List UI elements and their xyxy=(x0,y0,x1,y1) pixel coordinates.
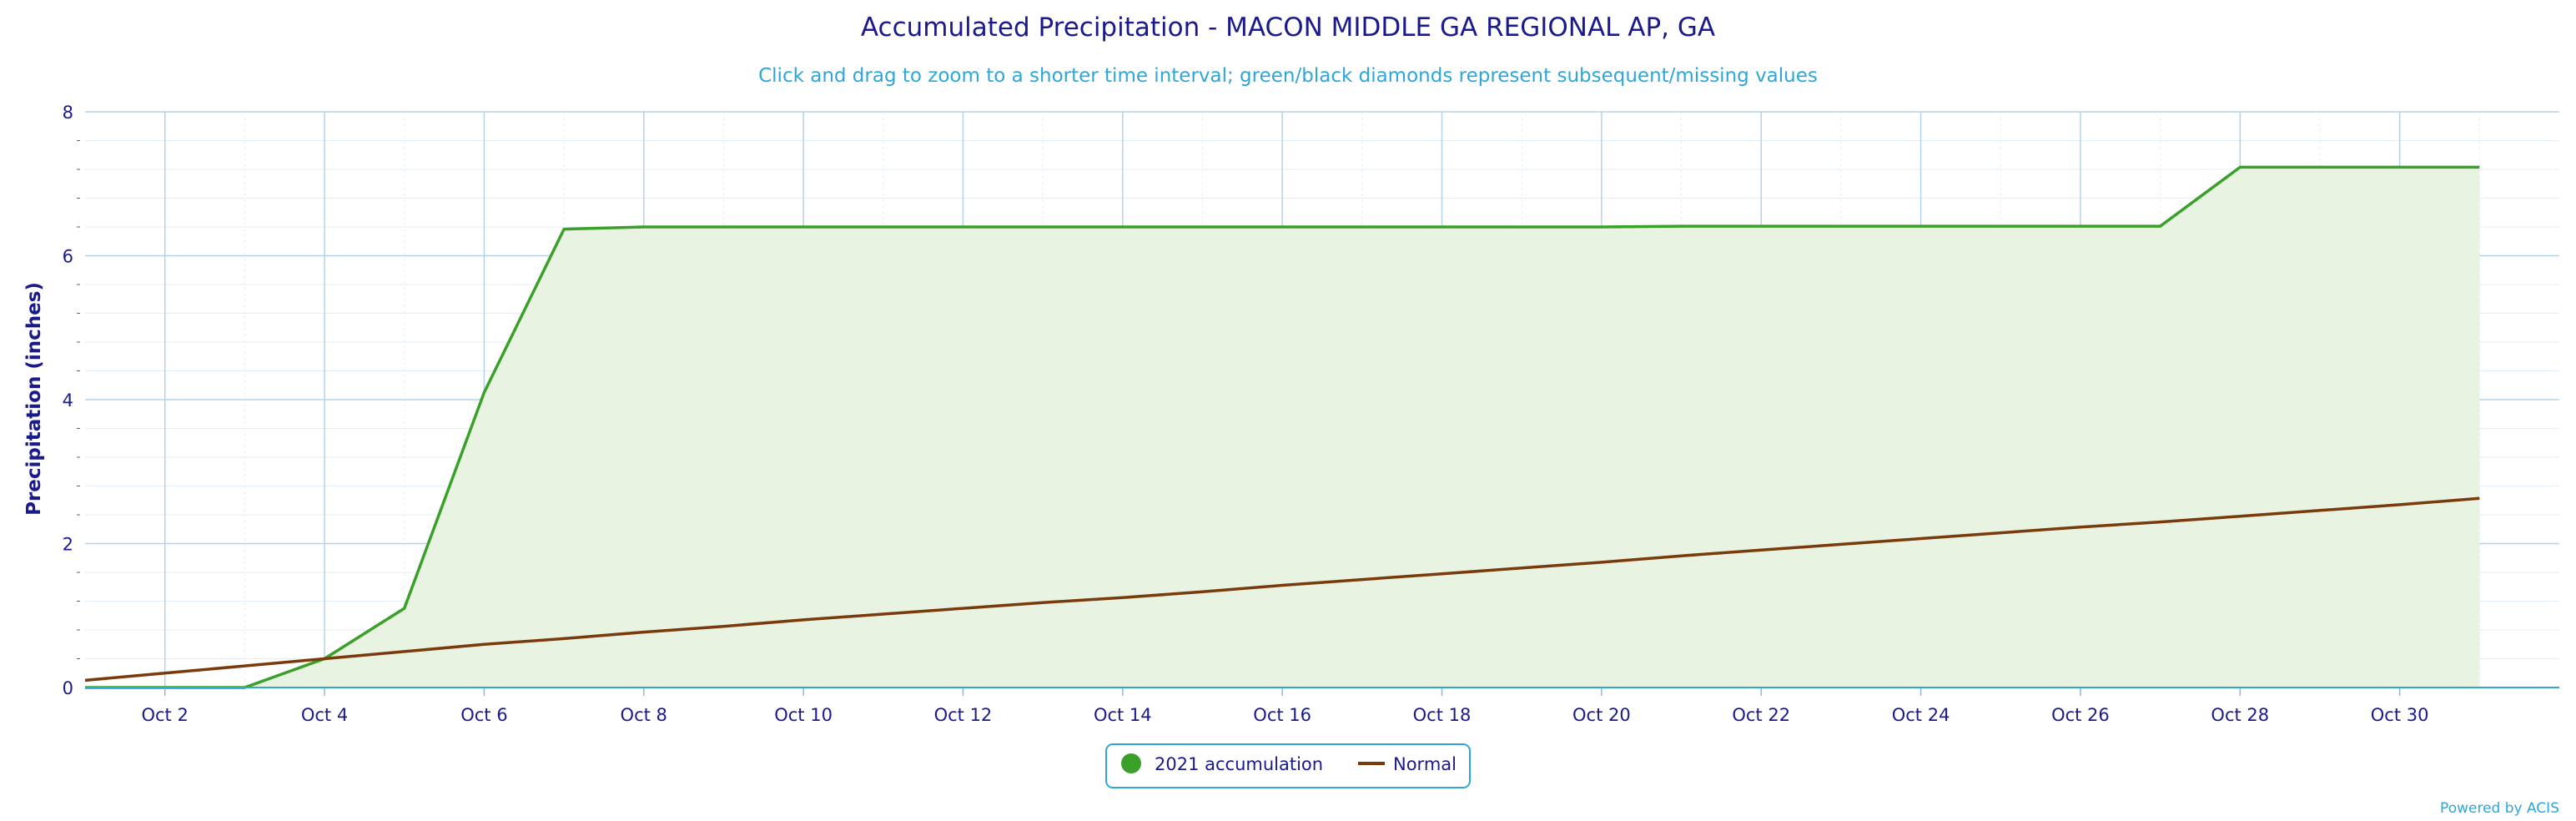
legend-item-accumulation[interactable]: 2021 accumulation xyxy=(1121,753,1323,774)
y-tick-label: 2 xyxy=(63,535,73,555)
legend-item-normal[interactable]: Normal xyxy=(1358,754,1457,774)
x-tick-label: Oct 24 xyxy=(1892,705,1950,725)
y-tick-label: 4 xyxy=(63,390,73,410)
x-tick-label: Oct 8 xyxy=(621,705,667,725)
chart-title: Accumulated Precipitation - MACON MIDDLE… xyxy=(861,13,1715,43)
x-tick-label: Oct 2 xyxy=(141,705,188,725)
x-tick-label: Oct 12 xyxy=(934,705,993,725)
y-axis-label: Precipitation (inches) xyxy=(23,282,45,516)
legend-normal-label: Normal xyxy=(1393,754,1457,774)
y-tick-label: 0 xyxy=(63,678,73,698)
x-tick-label: Oct 10 xyxy=(774,705,833,725)
x-tick-label: Oct 20 xyxy=(1572,705,1631,725)
axis-layer: 0 2 4 6 8 Oct 2 Oct 4 Oct 6 Oct 8 Oct 10 Oct 12 Oct… xyxy=(63,103,2559,725)
legend-accumulation-marker xyxy=(1121,753,1141,773)
x-tick-label: Oct 6 xyxy=(460,705,507,725)
x-tick-label: Oct 26 xyxy=(2051,705,2110,725)
x-tick-label: Oct 14 xyxy=(1094,705,1152,725)
x-tick-label: Oct 18 xyxy=(1413,705,1472,725)
series-line-accumulation[interactable] xyxy=(85,165,2480,689)
credit-link[interactable]: Powered by ACIS xyxy=(2440,800,2559,817)
legend-box xyxy=(1105,743,1471,788)
chart-subtitle: Click and drag to zoom to a shorter time… xyxy=(758,65,1818,87)
x-tick-label: Oct 30 xyxy=(2371,705,2429,725)
x-tick-label: Oct 22 xyxy=(1732,705,1790,725)
series-area-accumulation xyxy=(85,167,2480,688)
x-tick-label: Oct 16 xyxy=(1253,705,1311,725)
y-tick-label: 6 xyxy=(63,247,73,267)
series-line-normal[interactable] xyxy=(84,496,2480,682)
legend[interactable]: 2021 accumulation Normal xyxy=(1105,743,1471,788)
x-tick-label: Oct 4 xyxy=(301,705,348,725)
x-tick-label: Oct 28 xyxy=(2211,705,2269,725)
legend-accumulation-label: 2021 accumulation xyxy=(1155,754,1323,774)
y-tick-label: 8 xyxy=(63,103,73,123)
series-layer[interactable] xyxy=(84,165,2480,689)
